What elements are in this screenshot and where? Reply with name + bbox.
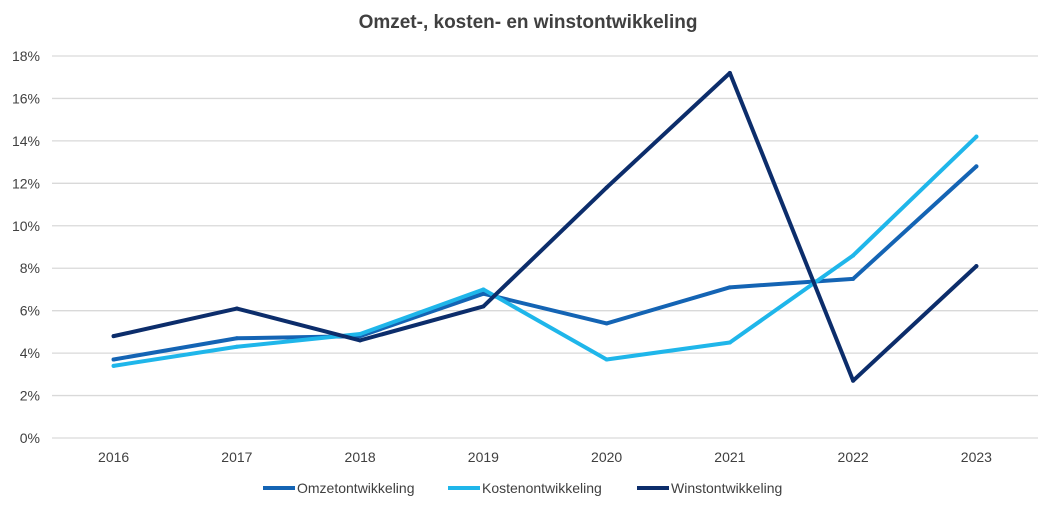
data-point [481, 304, 486, 309]
y-tick-label: 4% [20, 345, 40, 361]
y-tick-label: 16% [12, 90, 40, 106]
data-point [727, 285, 732, 290]
data-point [234, 336, 239, 341]
chart-title: Omzet-, kosten- en winstontwikkeling [359, 12, 698, 33]
data-point [111, 357, 116, 362]
y-tick-label: 12% [12, 175, 40, 191]
x-tick-label: 2023 [961, 449, 992, 465]
x-tick-label: 2022 [838, 449, 869, 465]
y-tick-label: 10% [12, 218, 40, 234]
x-tick-label: 2021 [714, 449, 745, 465]
series-line-omzetontwikkeling [111, 164, 979, 362]
y-tick-label: 18% [12, 48, 40, 64]
x-tick-label: 2019 [468, 449, 499, 465]
data-point [974, 264, 979, 269]
x-tick-label: 2018 [345, 449, 376, 465]
data-point [111, 363, 116, 368]
data-point [481, 291, 486, 296]
legend-label: Kostenontwikkeling [482, 480, 602, 496]
y-tick-label: 6% [20, 303, 40, 319]
data-point [234, 344, 239, 349]
data-point [111, 334, 116, 339]
x-tick-label: 2016 [98, 449, 129, 465]
legend-label: Winstontwikkeling [671, 480, 782, 496]
data-point [974, 134, 979, 139]
data-point [481, 287, 486, 292]
y-tick-label: 14% [12, 133, 40, 149]
data-point [234, 306, 239, 311]
data-point [851, 276, 856, 281]
data-point [604, 321, 609, 326]
series-line-winstontwikkeling [111, 70, 979, 383]
data-point [358, 332, 363, 337]
series-line-kostenontwikkeling [111, 134, 979, 368]
x-tick-label: 2017 [221, 449, 252, 465]
data-point [851, 378, 856, 383]
y-tick-label: 2% [20, 388, 40, 404]
y-tick-label: 8% [20, 260, 40, 276]
data-point [604, 357, 609, 362]
data-point [604, 185, 609, 190]
data-point [727, 340, 732, 345]
data-point [851, 253, 856, 258]
data-point [727, 70, 732, 75]
data-point [358, 338, 363, 343]
y-tick-label: 0% [20, 430, 40, 446]
x-tick-label: 2020 [591, 449, 622, 465]
legend-label: Omzetontwikkeling [297, 480, 415, 496]
data-point [974, 164, 979, 169]
